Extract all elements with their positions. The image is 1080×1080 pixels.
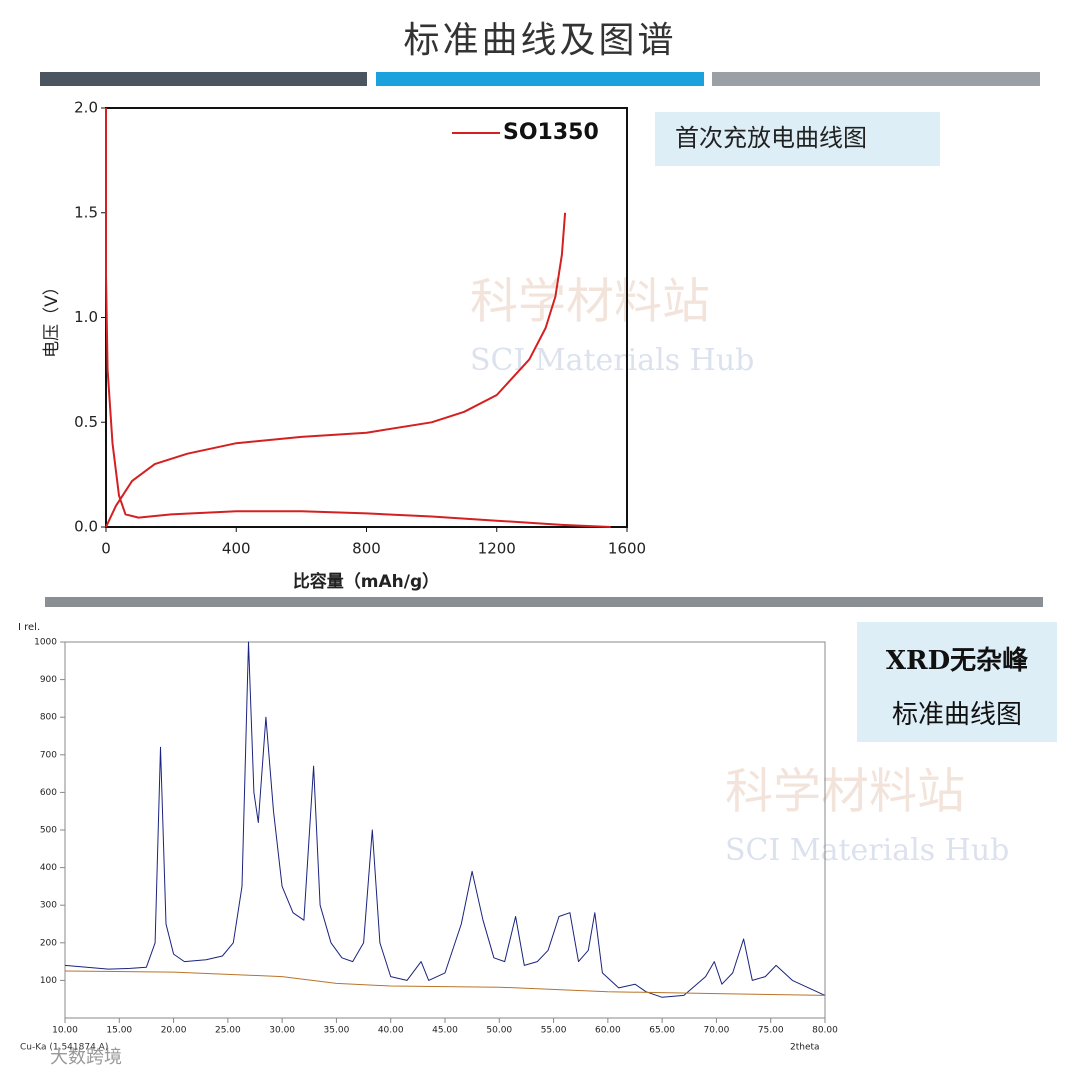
y-tick-label: 600 — [40, 788, 57, 798]
x-tick-label: 50.00 — [486, 1026, 512, 1036]
y-tick-label: 900 — [40, 675, 57, 685]
callout-box — [857, 622, 1057, 742]
x-tick-label: 800 — [352, 540, 381, 558]
y-tick-label: 700 — [40, 750, 57, 760]
x-tick-label: 80.00 — [812, 1026, 838, 1036]
callout-text: 标准曲线图 — [892, 700, 1022, 730]
x-axis-label: 2theta — [790, 1043, 820, 1053]
y-tick-label: 400 — [40, 863, 57, 873]
y-tick-label: 500 — [40, 826, 57, 836]
legend-label: SO1350 — [503, 120, 599, 145]
y-tick-label: 0.0 — [74, 518, 98, 536]
y-tick-label: 1.5 — [74, 203, 98, 221]
watermark-text: 科学材料站 — [725, 764, 965, 820]
separator — [45, 597, 1043, 607]
header-bar — [376, 72, 704, 86]
x-tick-label: 0 — [101, 540, 111, 558]
footer: 大数跨境 — [50, 1047, 122, 1068]
x-axis-label: 比容量（mAh/g） — [293, 571, 439, 592]
y-tick-label: 2.0 — [74, 99, 98, 117]
y-tick-label: 200 — [40, 938, 57, 948]
x-tick-label: 25.00 — [215, 1026, 241, 1036]
x-tick-label: 45.00 — [432, 1026, 458, 1036]
page-title: 标准曲线及图谱 — [403, 20, 676, 61]
x-tick-label: 75.00 — [758, 1026, 784, 1036]
data-line — [64, 970, 826, 996]
annotation: Cu-Ka (1.541874 A) — [20, 1043, 108, 1053]
watermark-text: 科学材料站 — [470, 274, 710, 330]
data-line — [105, 108, 611, 528]
callout-text: 首次充放电曲线图 — [675, 124, 867, 152]
watermark-text: SCI Materials Hub — [725, 833, 1009, 868]
y-tick-label: 800 — [40, 713, 57, 723]
header-bar — [712, 72, 1040, 86]
x-tick-label: 10.00 — [52, 1026, 78, 1036]
callout-text: XRD无杂峰 — [886, 646, 1028, 676]
x-tick-label: 1600 — [608, 540, 646, 558]
x-tick-label: 30.00 — [269, 1026, 295, 1036]
watermark-text: SCI Materials Hub — [470, 343, 754, 378]
watermark: 科学材料站 SCI Materials Hub 科学材料站 SCI Materi… — [470, 274, 1009, 869]
x-tick-label: 15.00 — [106, 1026, 132, 1036]
x-tick-label: 60.00 — [595, 1026, 621, 1036]
header-bar — [40, 72, 367, 86]
y-tick-label: 300 — [40, 901, 57, 911]
x-tick-label: 70.00 — [704, 1026, 730, 1036]
x-tick-label: 40.00 — [378, 1026, 404, 1036]
x-tick-label: 20.00 — [161, 1026, 187, 1036]
x-tick-label: 400 — [222, 540, 251, 558]
y-tick-label: 0.5 — [74, 413, 98, 431]
x-tick-label: 65.00 — [649, 1026, 675, 1036]
data-line — [64, 641, 826, 998]
y-axis-label: I rel. — [18, 622, 40, 633]
x-tick-label: 35.00 — [324, 1026, 350, 1036]
x-tick-label: 1200 — [478, 540, 516, 558]
x-tick-label: 55.00 — [541, 1026, 567, 1036]
callout-box — [655, 112, 940, 166]
plot-frame — [64, 641, 826, 1019]
y-tick-label: 100 — [40, 976, 57, 986]
y-tick-label: 1.0 — [74, 308, 98, 326]
y-axis-label: 电压（V） — [42, 278, 62, 358]
y-tick-label: 1000 — [34, 638, 57, 648]
